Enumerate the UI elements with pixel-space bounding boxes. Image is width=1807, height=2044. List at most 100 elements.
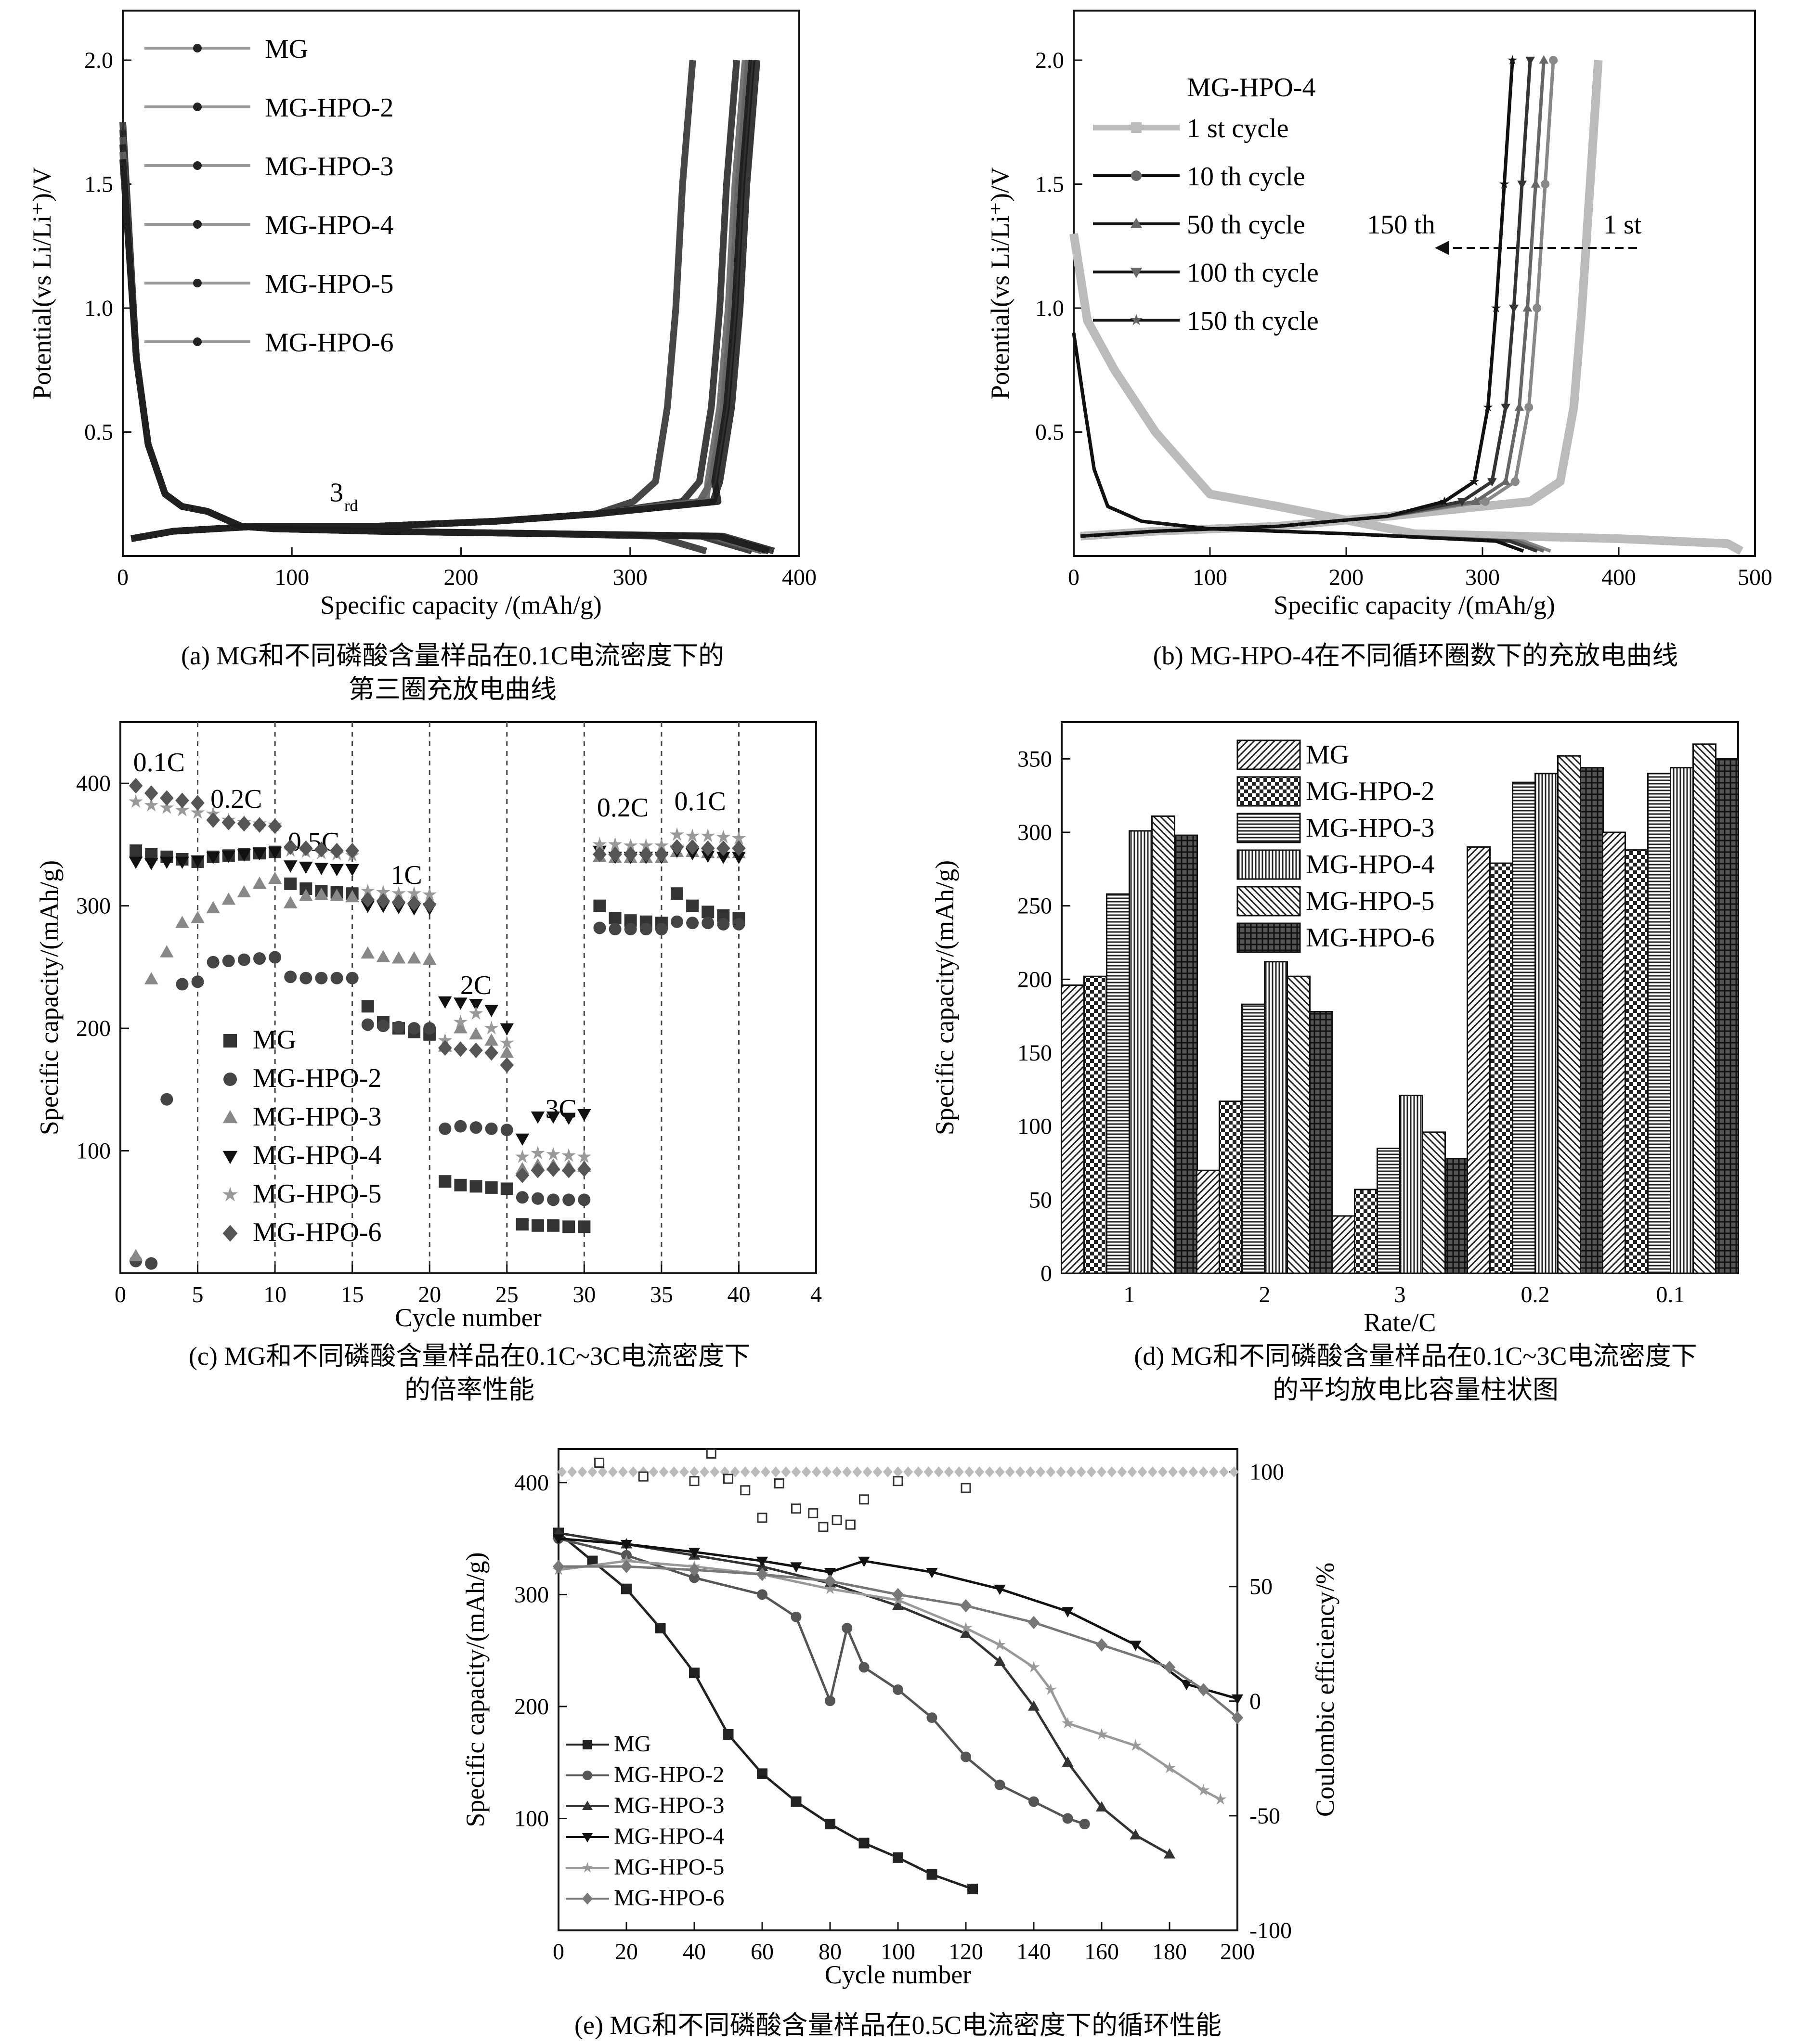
bar: [1354, 1189, 1378, 1274]
ce-point: [751, 1466, 760, 1477]
data-point: [283, 839, 298, 855]
data-point: [299, 840, 313, 856]
rate-label: 0.5C: [288, 827, 339, 857]
bar: [1309, 1011, 1333, 1274]
legend-swatch: [1236, 776, 1301, 807]
bar: [1422, 1131, 1446, 1274]
legend-label: MG-HPO-6: [614, 1885, 724, 1911]
capacity-point: [756, 1567, 768, 1581]
x-tick-label: 0: [115, 1282, 126, 1307]
arrow-label-left: 150 th: [1367, 210, 1435, 240]
legend-marker: [582, 1892, 593, 1905]
x-tick-label: 140: [1016, 1939, 1051, 1965]
data-point: [221, 815, 236, 830]
data-point: [670, 839, 684, 855]
data-point: [130, 844, 143, 857]
data-marker: [1541, 180, 1550, 189]
plot-frame-c: [119, 721, 817, 1274]
y-right-tick-label: 100: [1249, 1460, 1284, 1485]
bar: [1715, 758, 1739, 1274]
capacity-point: [960, 1599, 972, 1613]
capacity-point: [1130, 1829, 1142, 1840]
y-axis-label: Potential(vs Li/Li⁺)/V: [27, 167, 56, 400]
ce-point: [1188, 1466, 1198, 1477]
x-tick-label: 35: [650, 1282, 673, 1307]
cycle-annotation: 3: [330, 478, 343, 508]
legend-label: MG-HPO-6: [1306, 923, 1435, 953]
data-point: [176, 978, 189, 991]
capacity-point: [791, 1611, 802, 1622]
data-marker: [1481, 497, 1490, 506]
capacity-point: [1129, 1739, 1142, 1751]
ce-point: [1056, 1466, 1066, 1477]
ce-point: [1229, 1466, 1239, 1477]
data-point: [423, 1022, 436, 1035]
caption-d-line2: 的平均放电比容量柱状图: [1273, 1375, 1559, 1404]
ce-point: [1066, 1466, 1076, 1477]
capacity-point: [994, 1779, 1005, 1790]
capacity-point: [892, 1599, 904, 1610]
charge-curve: [130, 60, 761, 542]
data-point: [175, 856, 189, 869]
data-point: [175, 916, 189, 928]
ce-point: [1178, 1466, 1188, 1477]
ce-point: [811, 1466, 821, 1477]
bar: [1647, 773, 1671, 1274]
ce-point: [995, 1466, 1005, 1477]
bar: [1580, 767, 1604, 1274]
data-point: [732, 852, 746, 864]
data-point: [532, 1192, 544, 1205]
discharge-curve: [119, 159, 770, 555]
data-point: [221, 850, 236, 863]
ce-point-mg: [845, 1519, 856, 1530]
x-tick-label: 100: [1193, 565, 1227, 590]
y-right-tick-label: -50: [1249, 1803, 1280, 1829]
legend-marker: [193, 44, 202, 52]
data-point: [532, 1219, 544, 1232]
x-tick-label: 30: [572, 1282, 596, 1307]
y-tick-label: 100: [1017, 1114, 1052, 1139]
x-tick-label: 0.1: [1656, 1282, 1685, 1307]
data-point: [376, 885, 390, 899]
capacity-point: [1062, 1756, 1074, 1767]
data-point: [376, 950, 390, 962]
data-point: [577, 1109, 591, 1122]
data-marker: [1469, 476, 1480, 486]
ce-point: [710, 1466, 720, 1477]
legend-marker: [1130, 218, 1143, 228]
discharge-curve: [1072, 332, 1538, 553]
data-point: [129, 1249, 143, 1261]
charge-curve: [130, 60, 755, 542]
capacity-point: [961, 1751, 971, 1762]
capacity-point: [824, 1568, 836, 1578]
ce-point: [1076, 1466, 1086, 1477]
x-tick-label: 3: [1394, 1282, 1406, 1307]
data-point: [159, 800, 174, 814]
x-tick-label: 180: [1152, 1939, 1187, 1965]
data-point: [268, 818, 282, 834]
data-point: [284, 970, 297, 983]
data-point: [624, 923, 637, 936]
ce-point: [1015, 1466, 1025, 1477]
data-point: [608, 837, 623, 851]
data-point: [299, 889, 313, 901]
y-tick-label: 200: [1017, 967, 1052, 992]
ce-point: [1086, 1466, 1096, 1477]
data-point: [252, 876, 267, 889]
x-tick-label: 400: [1601, 565, 1636, 590]
data-point: [439, 1175, 452, 1188]
x-axis-label: Rate/C: [1364, 1308, 1436, 1337]
legend-marker: [222, 1225, 238, 1242]
data-point: [252, 848, 267, 861]
data-point: [237, 849, 251, 862]
data-point: [638, 838, 653, 852]
x-tick-label: 200: [1220, 1939, 1255, 1965]
bar: [1151, 815, 1175, 1274]
capacity-point: [1095, 1801, 1108, 1811]
capacity-point: [723, 1729, 734, 1740]
ce-point-mg: [757, 1513, 767, 1523]
ce-point: [730, 1466, 740, 1477]
bar: [1444, 1158, 1469, 1274]
data-point: [562, 1193, 575, 1206]
data-point: [578, 1193, 591, 1206]
